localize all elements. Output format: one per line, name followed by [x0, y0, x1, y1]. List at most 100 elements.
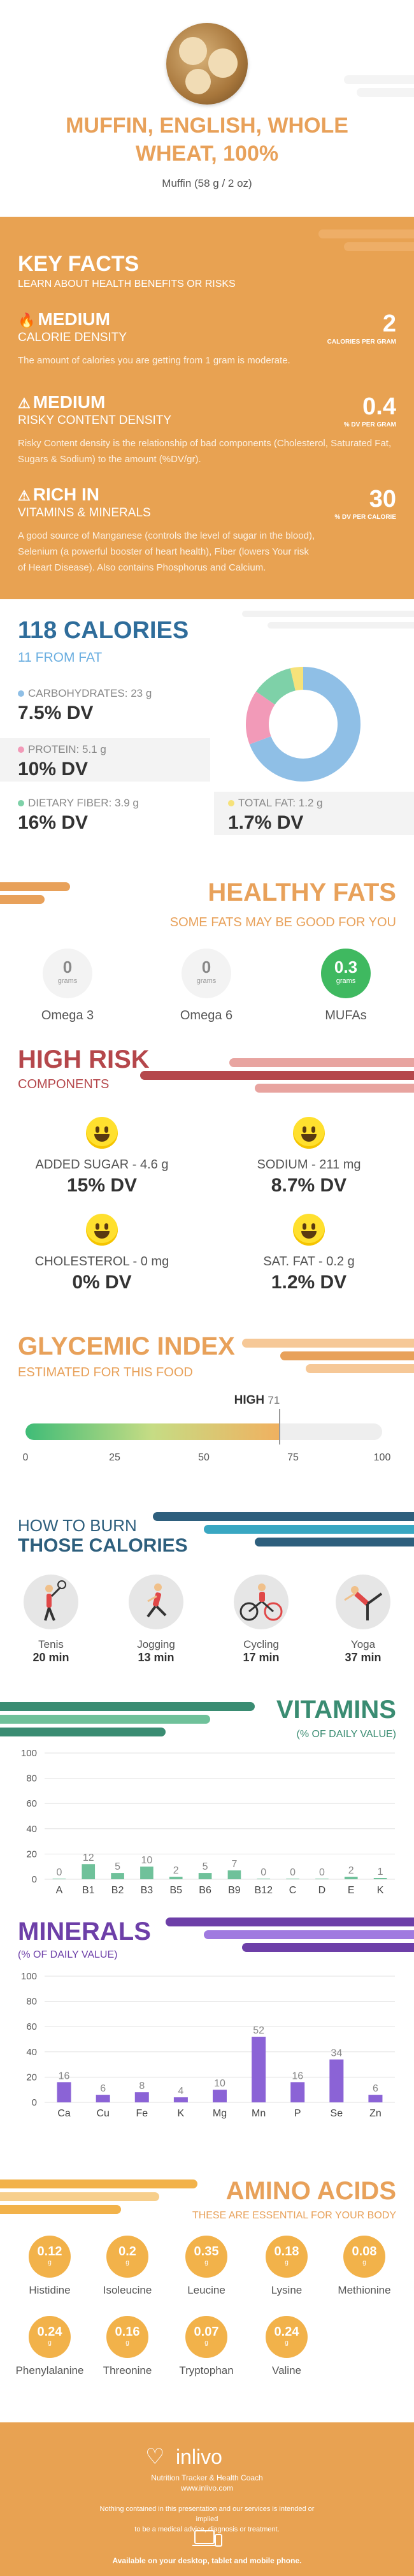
- high-risk-subtitle: COMPONENTS: [18, 1077, 110, 1091]
- vitamin-ytick-label: 40: [26, 1824, 37, 1835]
- devices-icon: [192, 2530, 222, 2547]
- activity-name: Jogging: [137, 1638, 175, 1650]
- vitamin-category-label: B12: [255, 1885, 273, 1896]
- fat-unit: grams: [336, 977, 356, 985]
- fact-risky-content: ⚠ MEDIUM RISKY CONTENT DENSITY 0.4 % DV P…: [0, 392, 414, 475]
- activity-name: Cycling: [243, 1638, 279, 1650]
- flame-icon: 🔥: [18, 312, 36, 328]
- amino-name: Methionine: [338, 2284, 391, 2296]
- cycling-icon: [234, 1575, 289, 1629]
- header-section: MUFFIN, ENGLISH, WHOLE WHEAT, 100% Muffi…: [0, 0, 414, 217]
- mineral-ytick-label: 60: [26, 2021, 37, 2032]
- tennis-icon: [24, 1575, 78, 1629]
- donut-slice-carbohydrates: [249, 667, 360, 782]
- macro-label: PROTEIN: 5.1 g: [28, 743, 106, 755]
- activity-name: Tenis: [38, 1638, 64, 1650]
- fat-value: 0: [62, 957, 73, 977]
- amino-name: Histidine: [29, 2284, 71, 2296]
- vitamin-category-label: B2: [111, 1885, 124, 1896]
- vitamin-bar: [198, 1873, 212, 1879]
- vitamins-title: VITAMINS: [276, 1696, 396, 1724]
- healthy-fats-title: HEALTHY FATS: [208, 878, 396, 906]
- mineral-value-label: 8: [139, 2081, 145, 2092]
- fact-label: VITAMINS & MINERALS: [18, 506, 151, 520]
- mineral-value-label: 16: [292, 2070, 303, 2081]
- footer-section: ♡ inlivo Nutrition Tracker & Health Coac…: [0, 2422, 414, 2576]
- macro-dv: 1.7% DV: [228, 812, 304, 833]
- mufas-circle: 0.3 grams: [321, 949, 371, 998]
- donut-slice-dietary-fiber: [256, 668, 296, 705]
- vitamin-value-label: 2: [348, 1865, 354, 1876]
- activity-yoga: Yoga 37 min: [318, 1575, 408, 1900]
- fact-level: MEDIUM: [38, 309, 110, 329]
- glycemic-tick: 100: [373, 1452, 391, 1463]
- amino-name: Valine: [272, 2364, 301, 2376]
- amino-value: 0.12: [37, 2245, 62, 2259]
- vitamins-section: VITAMINS (% OF DAILY VALUE) 0 20 40 60 80 100…: [0, 1689, 414, 1932]
- yoga-icon: [336, 1575, 390, 1629]
- amino-unit: g: [285, 2340, 289, 2347]
- risk-label: CHOLESTEROL - 0 mg: [34, 1255, 169, 1269]
- activity-time: 20 min: [32, 1651, 69, 1664]
- vitamin-value-label: 0: [290, 1867, 296, 1878]
- vitamin-category-label: E: [348, 1885, 355, 1896]
- minerals-bar-chart: 0 20 40 60 80 100 16 Ca 6 Cu 8 Fe 4 K 10 Mg 52 Mn 16 P 34 Se 6…: [21, 1971, 395, 2119]
- smiley-icon: [86, 1117, 118, 1149]
- mineral-bar: [290, 2082, 305, 2102]
- amino-name: Isoleucine: [103, 2284, 152, 2296]
- amino-threonine: 0.16 g Threonine: [89, 2316, 166, 2377]
- vitamins-subtitle: (% OF DAILY VALUE): [296, 1729, 396, 1740]
- amino-value: 0.35: [194, 2245, 219, 2259]
- amino-name: Leucine: [187, 2284, 225, 2296]
- vitamin-ytick-label: 100: [21, 1748, 37, 1759]
- vitamin-category-label: B6: [199, 1885, 211, 1896]
- vitamin-ytick-label: 80: [26, 1773, 37, 1784]
- risk-label: SAT. FAT - 0.2 g: [263, 1255, 355, 1269]
- risk-dv: 15% DV: [66, 1175, 138, 1196]
- fact-value: 2: [382, 310, 396, 337]
- mineral-ytick-label: 0: [32, 2097, 37, 2108]
- macros-donut-chart: [246, 667, 360, 782]
- calories-total: 118 CALORIES: [18, 617, 189, 644]
- macro-protein: PROTEIN: 5.1 g 10% DV: [0, 738, 210, 782]
- brand-logo[interactable]: ♡ inlivo: [127, 2444, 287, 2470]
- glycemic-bar-fill: [25, 1423, 279, 1440]
- donut-slice-total-fat: [290, 667, 304, 691]
- activity-tenis: Tenis 20 min: [6, 1575, 96, 1900]
- amino-phenylalanine: 0.24 g Phenylalanine: [11, 2316, 88, 2377]
- vitamin-bar: [140, 1867, 153, 1879]
- mineral-value-label: 6: [100, 2083, 106, 2094]
- amino-title: AMINO ACIDS: [225, 2177, 396, 2205]
- vitamin-ytick-label: 20: [26, 1849, 37, 1859]
- vitamin-category-label: D: [318, 1885, 326, 1896]
- vitamin-bar: [373, 1878, 387, 1879]
- disclaimer-line: to be a medical advice, diagnosis or tre…: [134, 2526, 280, 2533]
- mineral-bar: [173, 2097, 188, 2102]
- glycemic-tick: 75: [287, 1452, 299, 1463]
- fat-name: Omega 3: [41, 1008, 94, 1022]
- availability-note: Available on your desktop, tablet and mo…: [112, 2556, 302, 2565]
- vitamin-category-label: C: [289, 1885, 297, 1896]
- brand-url[interactable]: www.inlivo.com: [180, 2484, 234, 2492]
- vitamin-value-label: 0: [261, 1867, 266, 1878]
- macro-carbohydrates: CARBOHYDRATES: 23 g 7.5% DV: [0, 682, 191, 725]
- amino-unit: g: [125, 2259, 129, 2266]
- mineral-category-label: Cu: [96, 2108, 109, 2119]
- glycemic-subtitle: ESTIMATED FOR THIS FOOD: [18, 1365, 193, 1379]
- risk-dv: 0% DV: [72, 1272, 132, 1293]
- risk-sat-fat: SAT. FAT - 0.2 g 1.2% DV: [226, 1214, 392, 1293]
- high-risk-title: HIGH RISK: [18, 1045, 150, 1073]
- amino-isoleucine: 0.2 g Isoleucine: [89, 2236, 166, 2297]
- fact-value: 0.4: [362, 393, 396, 420]
- vitamin-bar: [82, 1864, 96, 1879]
- glycemic-bar: [25, 1423, 382, 1440]
- amino-methionine: 0.08 g Methionine: [326, 2236, 403, 2297]
- amino-name: Tryptophan: [179, 2364, 234, 2376]
- amino-tryptophan: 0.07 g Tryptophan: [168, 2316, 245, 2377]
- amino-name: Phenylalanine: [15, 2364, 84, 2376]
- fact-level: RICH IN: [32, 484, 99, 504]
- food-title: MUFFIN, ENGLISH, WHOLE WHEAT, 100%: [13, 112, 401, 168]
- vitamin-bar: [344, 1877, 358, 1879]
- omega3-circle: 0 grams: [43, 949, 92, 998]
